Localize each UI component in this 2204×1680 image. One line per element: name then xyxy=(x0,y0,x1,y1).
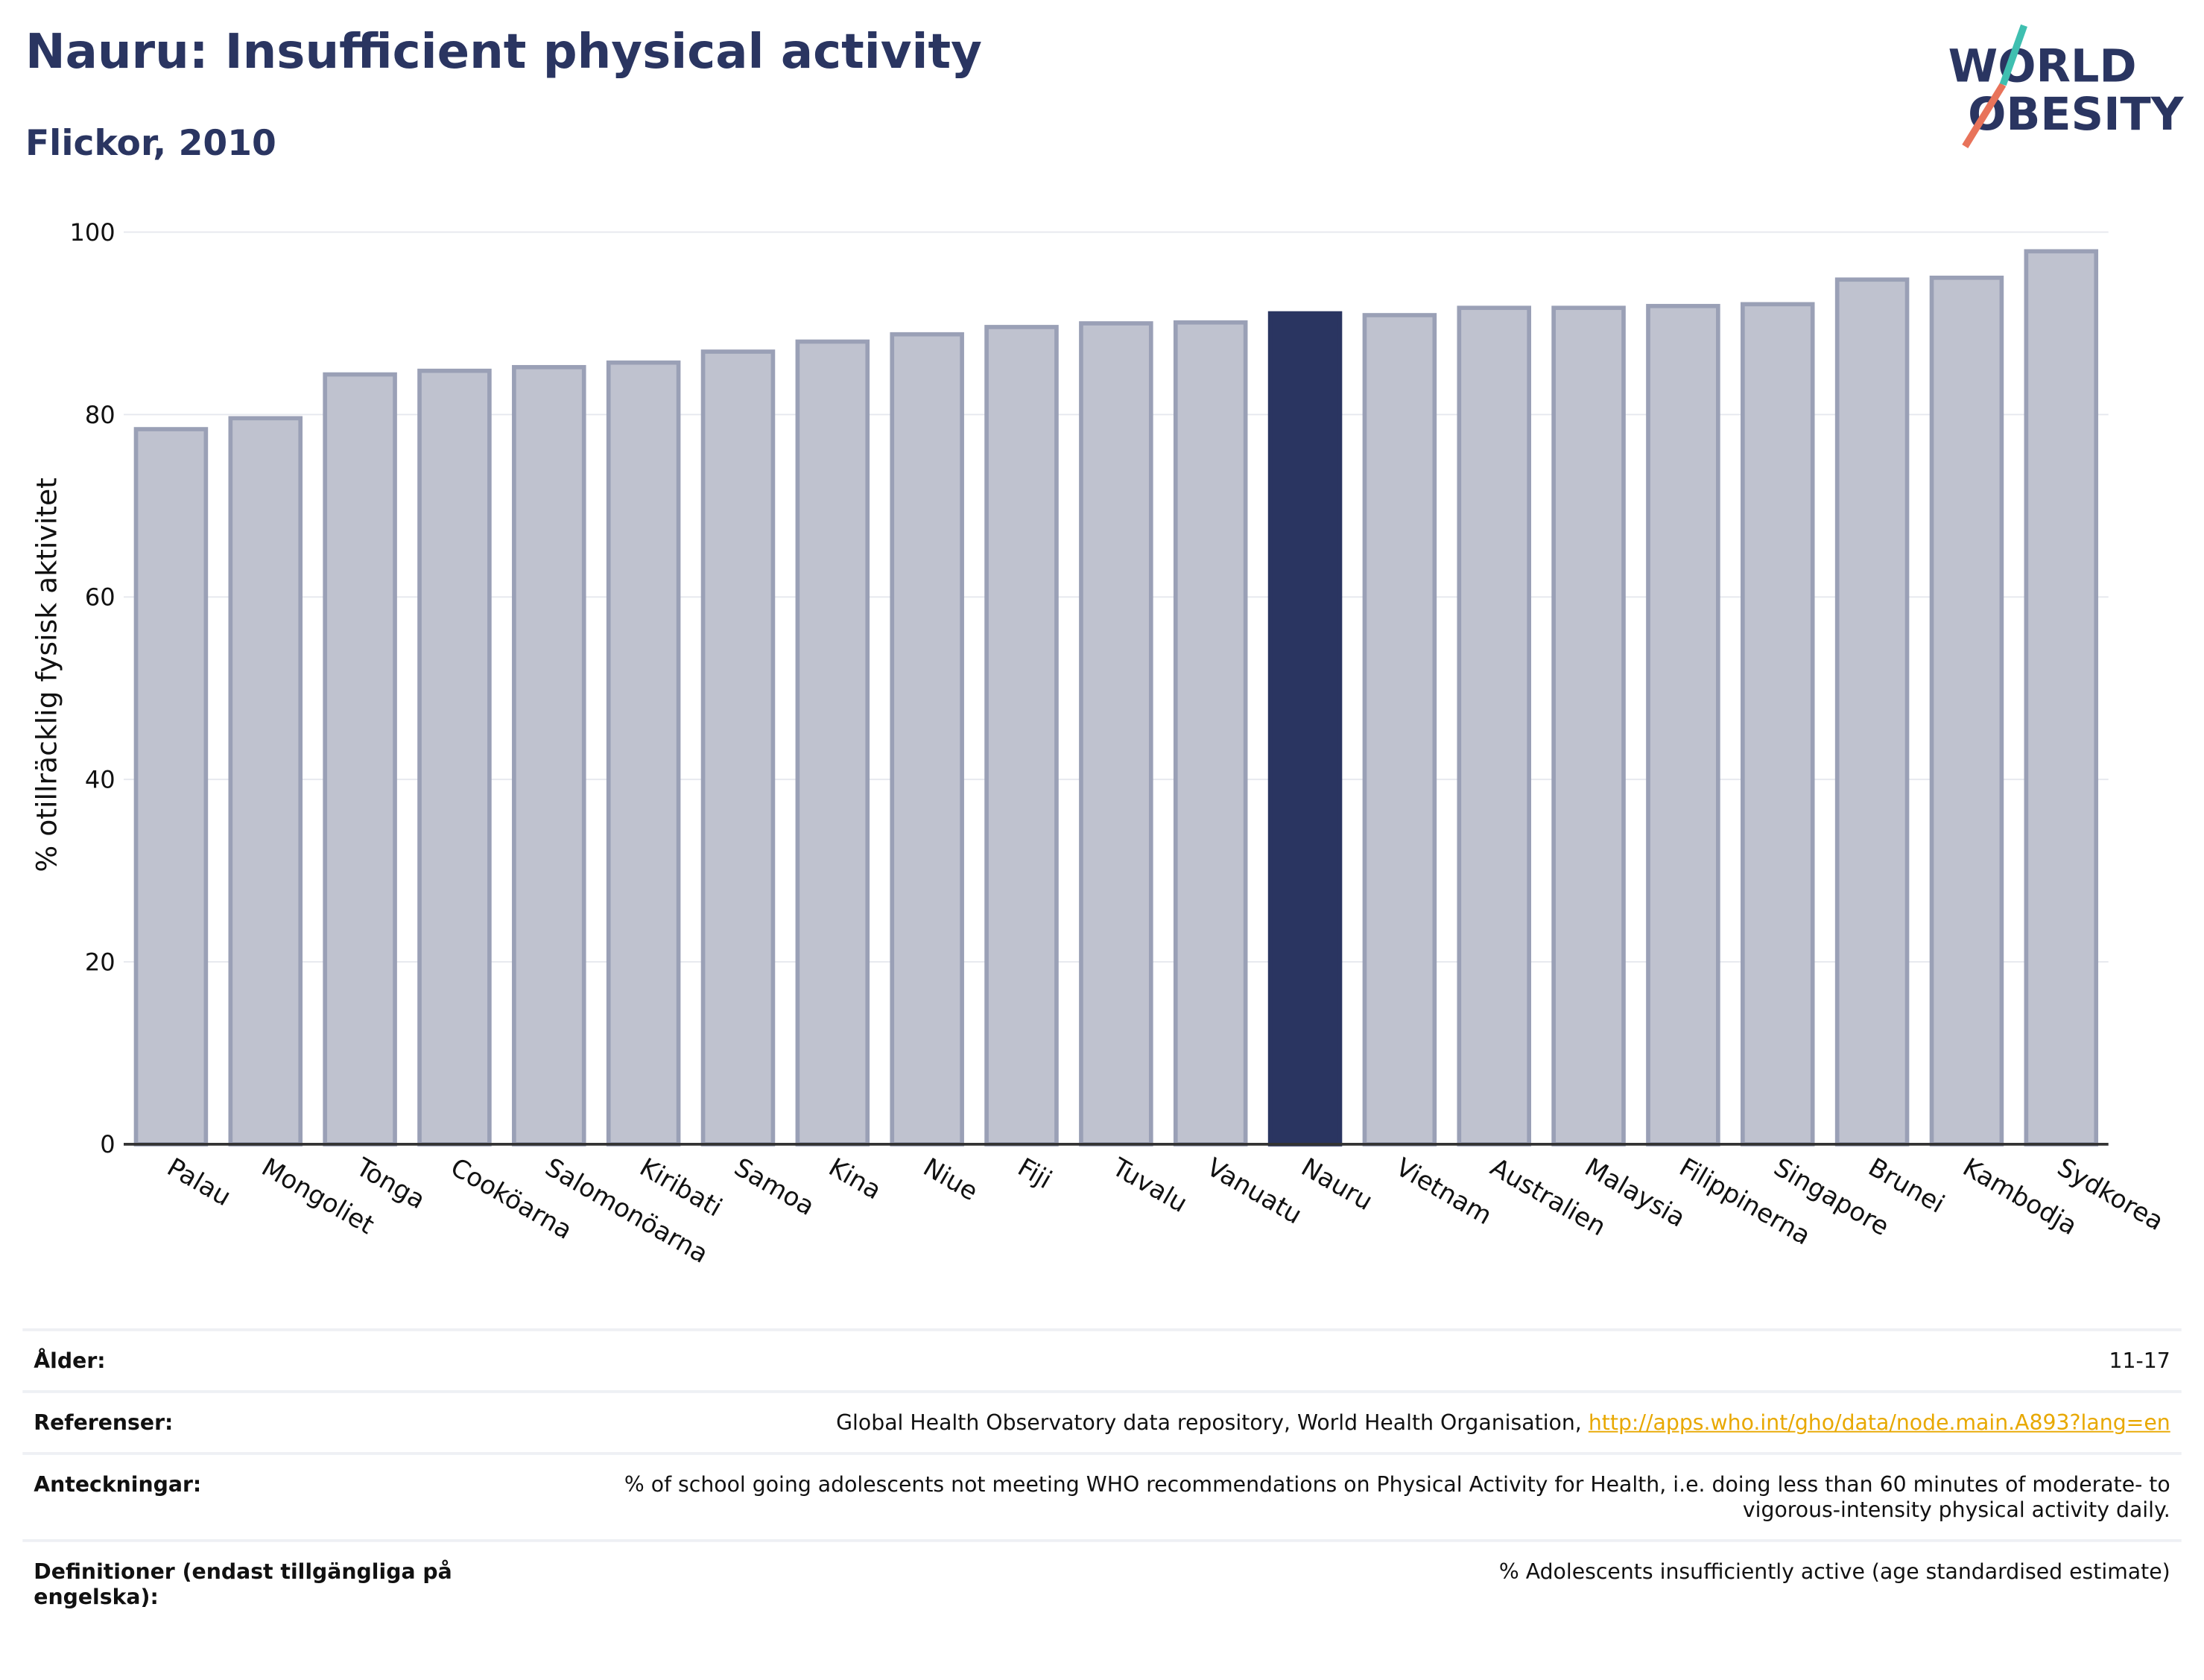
bar xyxy=(323,372,397,1147)
chart-subtitle: Flickor, 2010 xyxy=(25,123,276,164)
bar xyxy=(606,360,681,1147)
x-tick-label: Fiji xyxy=(1013,1153,1057,1195)
table-row: Anteckningar: % of school going adolescen… xyxy=(22,1452,2182,1539)
row-value: Global Health Observatory data repositor… xyxy=(836,1410,2170,1435)
x-tick-label: Tuvalu xyxy=(1106,1152,1192,1219)
row-label: Ålder: xyxy=(34,1348,106,1374)
y-tick-label: 60 xyxy=(85,583,115,612)
bar xyxy=(1929,275,2004,1147)
bar xyxy=(1173,320,1248,1147)
link[interactable]: http://apps.who.int/gho/data/node.main.A… xyxy=(1588,1410,2170,1436)
bar xyxy=(1551,305,1626,1147)
info-table: Ålder: 11-17 Referenser: Global Health Obse… xyxy=(22,1328,2182,1626)
x-tick-label: Vanuatu xyxy=(1202,1153,1307,1231)
row-value: % of school going adolescents not meetin… xyxy=(624,1471,2170,1522)
y-axis-label: % otillräcklig fysisk aktivitet xyxy=(30,478,63,872)
y-tick-label: 80 xyxy=(85,401,115,429)
x-tick-label: Salomonöarna xyxy=(540,1153,713,1269)
bar xyxy=(1079,321,1153,1147)
y-tick-label: 40 xyxy=(85,766,115,794)
bar xyxy=(228,416,303,1147)
row-text: Global Health Observatory data repositor… xyxy=(836,1410,1582,1436)
bar xyxy=(795,339,870,1147)
bar xyxy=(512,364,586,1147)
bar xyxy=(417,368,492,1147)
x-tick-label: Vietnam xyxy=(1390,1153,1497,1231)
row-label: Referenser: xyxy=(34,1410,174,1436)
table-row: Definitioner (endast tillgängliga på eng… xyxy=(22,1539,2182,1626)
bar xyxy=(1834,277,1910,1147)
row-text: % Adolescents insufficiently active (age… xyxy=(1498,1559,2170,1585)
table: Ålder: 11-17 Referenser: Global Health Obse… xyxy=(22,1328,2182,1626)
bar xyxy=(1362,313,1437,1147)
y-tick-label: 0 xyxy=(100,1130,115,1158)
bar xyxy=(890,332,964,1147)
logo-slash xyxy=(1999,24,2027,86)
row-label: Definitioner (endast tillgängliga på eng… xyxy=(34,1559,452,1610)
row-text: % of school going adolescents not meetin… xyxy=(624,1471,2170,1523)
logo-text: OBESITY xyxy=(1968,89,2185,141)
logo-text: WORLD xyxy=(1948,41,2137,93)
bar xyxy=(984,325,1059,1147)
bar xyxy=(1267,311,1343,1147)
table-row: Referenser: Global Health Observatory dat… xyxy=(22,1390,2182,1452)
y-tick-label: 20 xyxy=(85,948,115,976)
x-tick-label: Nauru xyxy=(1296,1153,1378,1217)
row-value: 11-17 xyxy=(2109,1348,2170,1373)
bar xyxy=(1741,302,1815,1147)
chart-title: Nauru: Insufficient physical activity xyxy=(25,24,982,80)
bar xyxy=(133,427,209,1147)
row-text: 11-17 xyxy=(2109,1348,2170,1374)
x-tick-label: Kina xyxy=(823,1153,886,1206)
x-tick-label: Niue xyxy=(918,1153,983,1207)
bar xyxy=(1646,303,1720,1147)
row-label: Anteckningar: xyxy=(34,1471,202,1497)
x-tick-label: Samoa xyxy=(729,1153,819,1222)
bar xyxy=(700,349,776,1147)
bar xyxy=(1457,305,1531,1147)
logo-slash xyxy=(1962,83,2007,148)
row-value: % Adolescents insufficiently active (age… xyxy=(1499,1559,2170,1609)
y-tick-label: 100 xyxy=(69,218,115,247)
bar xyxy=(2024,249,2099,1147)
table-row: Ålder: 11-17 xyxy=(22,1328,2182,1390)
x-tick-label: Palau xyxy=(162,1153,235,1212)
